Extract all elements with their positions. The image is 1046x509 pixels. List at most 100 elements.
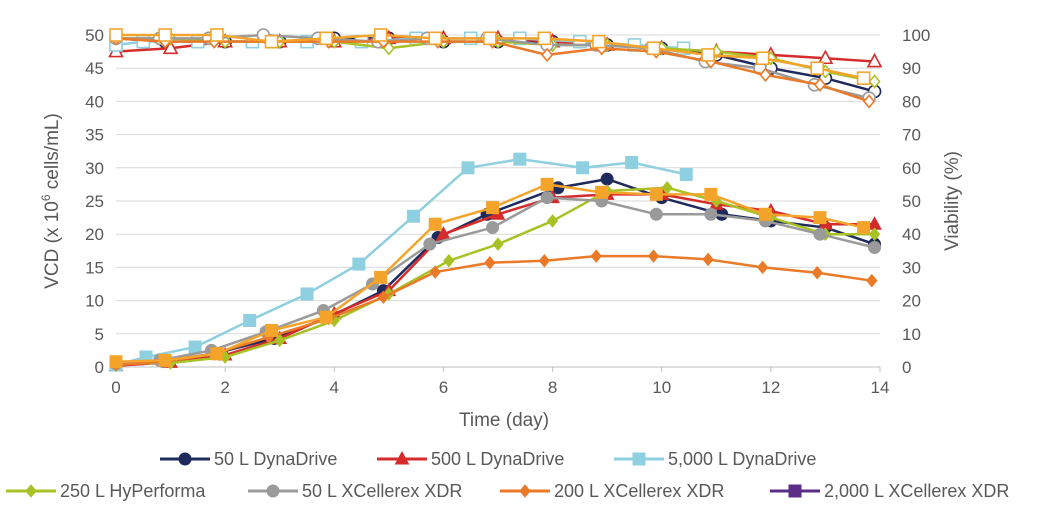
legend: 50 L DynaDrive 500 L DynaDrive 5,000 L Dyn…	[6, 449, 1009, 501]
vcd-point	[595, 185, 609, 199]
vcd-point	[374, 270, 388, 284]
viability-point	[863, 94, 876, 109]
viability-point	[158, 28, 172, 42]
viability-point	[428, 31, 443, 46]
vcd-point	[576, 161, 590, 175]
y-tick-label: 5	[95, 325, 104, 344]
vcd-point	[704, 187, 718, 201]
x-axis-title: Time (day)	[459, 410, 549, 431]
y2-tick-label: 80	[902, 92, 921, 111]
viability-point	[755, 51, 770, 66]
y-tick-label: 25	[85, 192, 104, 211]
viability-point	[541, 47, 554, 63]
vcd-point	[857, 221, 871, 235]
x-tick-label: 4	[330, 378, 339, 397]
vcd-point	[428, 217, 442, 231]
viability-point	[264, 34, 279, 49]
vcd-point	[486, 201, 500, 215]
legend-item-250-l-hyperforma: 250 L HyPerforma	[6, 481, 206, 501]
viability-point	[810, 61, 825, 76]
y2-tick-label: 100	[902, 26, 930, 45]
y2-tick-label: 0	[902, 358, 911, 377]
vcd-point	[625, 155, 639, 169]
vcd-point	[813, 211, 827, 225]
x-tick-label: 6	[439, 378, 448, 397]
vcd-point	[492, 237, 504, 251]
y2-tick-label: 70	[902, 126, 921, 145]
vcd-point	[704, 207, 718, 221]
viability-point	[817, 49, 834, 65]
vcd-point	[461, 161, 475, 175]
vcd-point	[540, 177, 554, 191]
vcd-point	[274, 333, 286, 348]
vcd-point	[866, 273, 878, 288]
legend-item-2-000-l-xcellerex-xdr: 2,000 L XCellerex XDR	[770, 481, 1009, 501]
legend-label: 5,000 L DynaDrive	[668, 449, 816, 469]
vcd-point	[538, 253, 551, 268]
vcd-point	[702, 252, 714, 267]
legend-label: 50 L XCellerex XDR	[302, 481, 462, 501]
vcd-point	[265, 323, 279, 337]
legend-item-500-l-dynadrive: 500 L DynaDrive	[377, 449, 564, 469]
y-tick-label: 10	[85, 292, 104, 311]
vcd-point	[647, 249, 660, 263]
y-tick-label: 20	[85, 225, 104, 244]
vcd-point	[109, 355, 123, 369]
viability-point	[592, 34, 606, 49]
vcd-point	[649, 207, 663, 221]
vcd-point	[436, 226, 451, 240]
vcd-point	[243, 314, 257, 328]
y2-tick-label: 90	[902, 59, 921, 78]
y-axis-title-suffix: cells/mL)	[42, 113, 63, 194]
legend-label: 2,000 L XCellerex XDR	[824, 481, 1009, 501]
vcd-point	[649, 187, 663, 201]
x-tick-label: 8	[548, 378, 557, 397]
x-tick-label: 2	[220, 378, 229, 397]
viability-point	[813, 77, 827, 93]
x-tick-label: 0	[111, 378, 120, 397]
legend-swatch-marker	[178, 452, 192, 466]
legend-label: 50 L DynaDrive	[214, 449, 337, 469]
vcd-point	[188, 340, 202, 354]
vcd-point	[540, 191, 554, 205]
y-tick-label: 0	[95, 358, 104, 377]
viability-point	[868, 74, 881, 89]
viability-point	[210, 28, 224, 42]
viability-point	[319, 31, 333, 46]
legend-swatch-marker	[25, 484, 37, 498]
y-tick-label: 45	[85, 59, 104, 78]
viability-point	[109, 28, 123, 42]
viability-point	[856, 71, 871, 85]
viability-point	[162, 39, 179, 55]
vcd-point	[352, 257, 366, 271]
vcd-point	[319, 310, 333, 324]
x-tick-label: 12	[761, 378, 780, 397]
vcd-point	[443, 253, 455, 268]
legend-item-5-000-l-dynadrive: 5,000 L DynaDrive	[614, 449, 816, 469]
grid-lines	[116, 34, 880, 368]
y2-tick-label: 40	[902, 225, 921, 244]
legend-swatch-marker	[519, 484, 531, 498]
vcd-point	[868, 240, 882, 254]
x-tick-label: 10	[652, 378, 671, 397]
legend-item-50-l-dynadrive: 50 L DynaDrive	[160, 449, 337, 469]
legend-label: 200 L XCellerex XDR	[554, 481, 724, 501]
vcd-point	[546, 214, 559, 228]
vcd-point	[679, 167, 693, 181]
y2-tick-label: 20	[902, 292, 921, 311]
y-axis-title: VCD (x 106 cells/mL)	[39, 113, 63, 289]
vcd-point	[423, 237, 437, 251]
vcd-line	[115, 157, 687, 367]
vcd-point	[429, 265, 441, 279]
y-tick-label: 15	[85, 258, 104, 277]
viability-point	[537, 31, 552, 46]
vcd-point	[300, 287, 314, 301]
vcd-point	[868, 227, 881, 241]
viability-point	[646, 41, 661, 56]
y2-axis-title: Viability (%)	[942, 151, 963, 251]
viability-point	[701, 48, 715, 62]
vcd-point	[758, 207, 772, 221]
series-2-000-l-xcellerex-xdr-orange-overlay	[109, 28, 871, 369]
vcd-point	[377, 290, 390, 305]
